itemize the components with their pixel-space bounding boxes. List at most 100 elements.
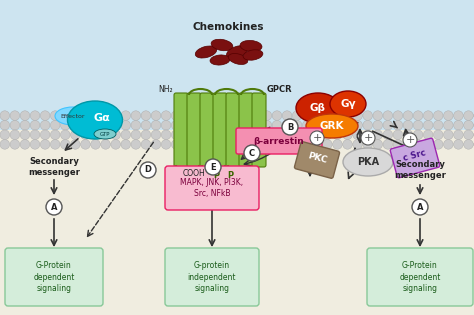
Circle shape [46,199,62,215]
Text: β-arrestin: β-arrestin [254,136,304,146]
Text: COOH: COOH [182,169,205,177]
Circle shape [444,111,453,120]
Ellipse shape [55,107,91,125]
Circle shape [403,130,413,140]
Circle shape [81,130,90,140]
Ellipse shape [67,101,122,139]
Circle shape [161,120,171,130]
Circle shape [30,140,40,149]
Circle shape [40,120,50,130]
Circle shape [61,111,70,120]
Circle shape [353,120,363,130]
Text: G-Protein
dependent
signaling: G-Protein dependent signaling [399,261,441,293]
Circle shape [141,140,151,149]
Circle shape [50,130,60,140]
FancyBboxPatch shape [390,138,440,178]
Circle shape [151,140,161,149]
Ellipse shape [240,40,262,52]
Circle shape [242,111,252,120]
Circle shape [30,130,40,140]
FancyBboxPatch shape [200,93,214,167]
Circle shape [0,120,9,130]
Circle shape [353,140,363,149]
Circle shape [191,120,201,130]
Circle shape [413,140,423,149]
Circle shape [131,111,141,120]
Circle shape [292,140,302,149]
Text: c Src: c Src [403,149,428,163]
Text: E: E [210,163,216,171]
Ellipse shape [228,54,248,65]
Circle shape [191,111,201,120]
Circle shape [101,140,110,149]
Circle shape [201,111,211,120]
Circle shape [50,111,60,120]
Circle shape [403,133,417,147]
Ellipse shape [195,46,217,58]
Circle shape [50,140,60,149]
Circle shape [363,111,373,120]
FancyBboxPatch shape [174,93,188,167]
Circle shape [0,130,9,140]
Text: NH₂: NH₂ [158,85,173,94]
Text: Gβ: Gβ [310,103,326,113]
Circle shape [91,130,100,140]
Text: Gγ: Gγ [340,99,356,109]
Circle shape [232,130,241,140]
Circle shape [191,130,201,140]
Text: +: + [312,133,322,143]
Circle shape [141,120,151,130]
Circle shape [272,140,282,149]
Circle shape [393,111,403,120]
Circle shape [71,111,80,120]
Circle shape [454,111,463,120]
Circle shape [444,140,453,149]
Circle shape [444,130,453,140]
Circle shape [121,111,130,120]
Circle shape [433,111,443,120]
FancyBboxPatch shape [236,128,322,154]
Circle shape [413,111,423,120]
Circle shape [141,130,151,140]
Circle shape [201,120,211,130]
Circle shape [353,111,363,120]
Text: P: P [213,170,219,180]
Circle shape [383,140,392,149]
Circle shape [91,111,100,120]
Circle shape [323,140,332,149]
Circle shape [172,130,181,140]
Circle shape [30,120,40,130]
Text: PKA: PKA [357,157,379,167]
Circle shape [81,111,90,120]
Circle shape [363,140,373,149]
Circle shape [272,130,282,140]
Circle shape [353,130,363,140]
Circle shape [403,111,413,120]
Circle shape [222,120,231,130]
Circle shape [310,131,324,145]
Text: Chemokines: Chemokines [192,22,264,32]
Ellipse shape [211,39,233,51]
Circle shape [182,111,191,120]
Circle shape [71,130,80,140]
Circle shape [201,130,211,140]
Circle shape [333,111,342,120]
Circle shape [101,130,110,140]
Circle shape [131,140,141,149]
Circle shape [71,120,80,130]
Circle shape [282,119,298,135]
Circle shape [242,130,252,140]
Text: GRK: GRK [320,121,344,131]
Circle shape [111,140,120,149]
Circle shape [172,120,181,130]
Circle shape [343,140,352,149]
Circle shape [121,140,130,149]
Circle shape [61,140,70,149]
Circle shape [292,120,302,130]
Circle shape [232,140,241,149]
Circle shape [191,140,201,149]
Circle shape [252,130,262,140]
Circle shape [302,120,312,130]
Circle shape [212,140,221,149]
Circle shape [172,111,181,120]
